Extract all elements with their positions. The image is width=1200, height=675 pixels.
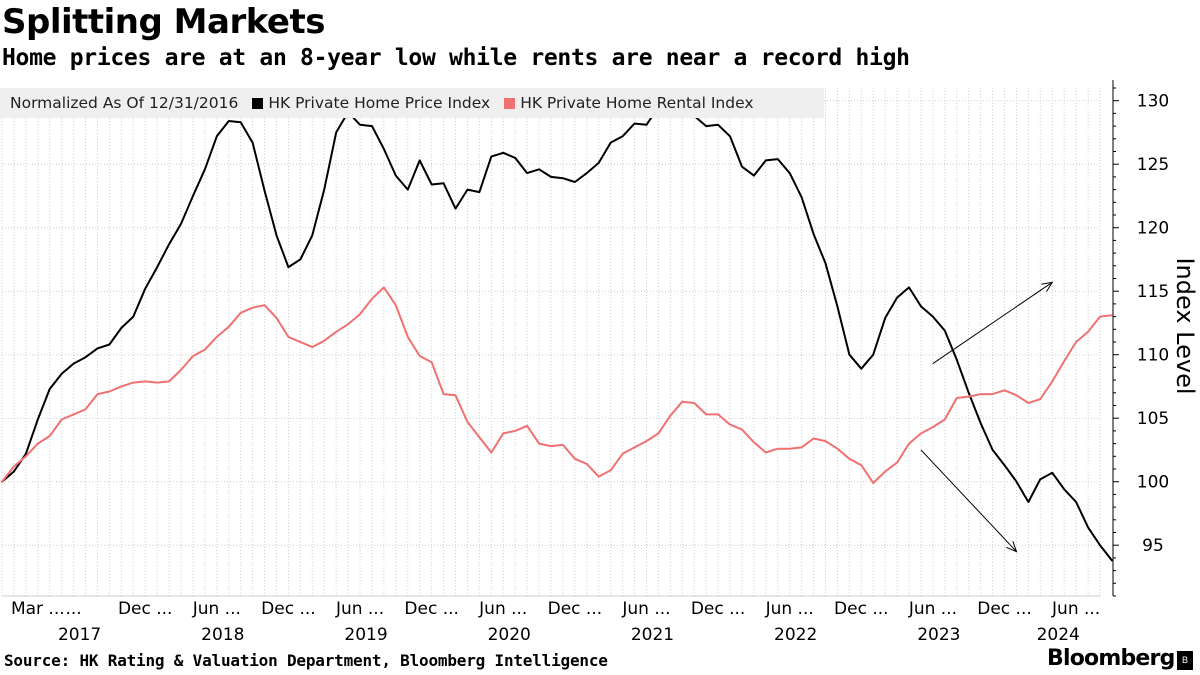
x-tick-label: Mar ... — [11, 599, 65, 619]
x-year-label: 2019 — [344, 625, 387, 645]
chart-subtitle: Home prices are at an 8-year low while r… — [2, 45, 910, 71]
x-tick-label: Dec ... — [118, 599, 173, 619]
x-tick-label: Jun ... — [765, 599, 814, 619]
trend-down-arrow-head — [1006, 540, 1018, 553]
gridlines — [1, 88, 1101, 596]
trend-down-arrow-shaft — [920, 449, 1017, 552]
y-tick-label: 120 — [1137, 219, 1169, 239]
legend-swatch-rental — [504, 97, 516, 109]
x-tick-label: Dec ... — [977, 599, 1032, 619]
x-tick-label: ... — [65, 599, 81, 619]
source-note: Source: HK Rating & Valuation Department… — [4, 651, 608, 670]
legend-normalized-note: Normalized As Of 12/31/2016 — [10, 94, 239, 112]
legend-label-price: HK Private Home Price Index — [268, 94, 491, 112]
x-tick-label: Jun ... — [478, 599, 527, 619]
legend-item-rental: HK Private Home Rental Index — [504, 94, 754, 112]
legend: Normalized As Of 12/31/2016 HK Private H… — [0, 88, 824, 118]
axes: 95 100 105 110 115 120 125 130 Mar ...... Dec ...… — [2, 80, 1169, 645]
x-tick-label: Dec ... — [404, 599, 459, 619]
y-tick-label: 95 — [1142, 536, 1164, 556]
x-year-label: 2018 — [201, 625, 244, 645]
x-tick-label: Dec ... — [691, 599, 746, 619]
legend-label-rental: HK Private Home Rental Index — [520, 94, 754, 112]
chart-title: Splitting Markets — [2, 2, 325, 42]
x-tick-label: Jun ... — [335, 599, 384, 619]
bloomberg-badge-icon: B — [1177, 651, 1193, 670]
x-year-label: 2021 — [631, 625, 674, 645]
rental-index-line — [1, 286, 1113, 484]
y-tick-label: 110 — [1137, 346, 1169, 366]
y-tick-label: 130 — [1137, 92, 1169, 112]
y-axis-label: Index Level — [1171, 257, 1199, 394]
y-tick-label: 100 — [1137, 473, 1169, 493]
x-year-label: 2020 — [488, 625, 531, 645]
x-tick-label: Dec ... — [261, 599, 316, 619]
x-tick-label: Dec ... — [548, 599, 603, 619]
annotations — [920, 281, 1054, 553]
y-tick-label: 125 — [1137, 155, 1169, 175]
bloomberg-logo: Bloomberg — [1047, 646, 1175, 671]
trend-up-arrow-shaft — [932, 281, 1053, 365]
trend-down-arrow — [920, 449, 1018, 553]
y-tick-label: 115 — [1137, 282, 1169, 302]
legend-item-price: HK Private Home Price Index — [252, 94, 490, 112]
trend-up-arrow-head — [1041, 281, 1054, 292]
x-year-label: 2017 — [58, 625, 101, 645]
x-tick-label: Jun ... — [192, 599, 241, 619]
x-tick-label: Jun ... — [1051, 599, 1100, 619]
x-year-label: 2023 — [917, 625, 960, 645]
series-lines — [1, 106, 1113, 562]
trend-up-arrow — [932, 281, 1054, 365]
x-tick-label: Dec ... — [834, 599, 889, 619]
price-index-line — [1, 106, 1113, 562]
x-tick-label: Jun ... — [908, 599, 957, 619]
legend-swatch-price — [252, 97, 264, 109]
x-tick-label: Jun ... — [621, 599, 670, 619]
y-tick-label: 105 — [1137, 409, 1169, 429]
x-year-label: 2022 — [774, 625, 817, 645]
x-year-label: 2024 — [1037, 625, 1080, 645]
